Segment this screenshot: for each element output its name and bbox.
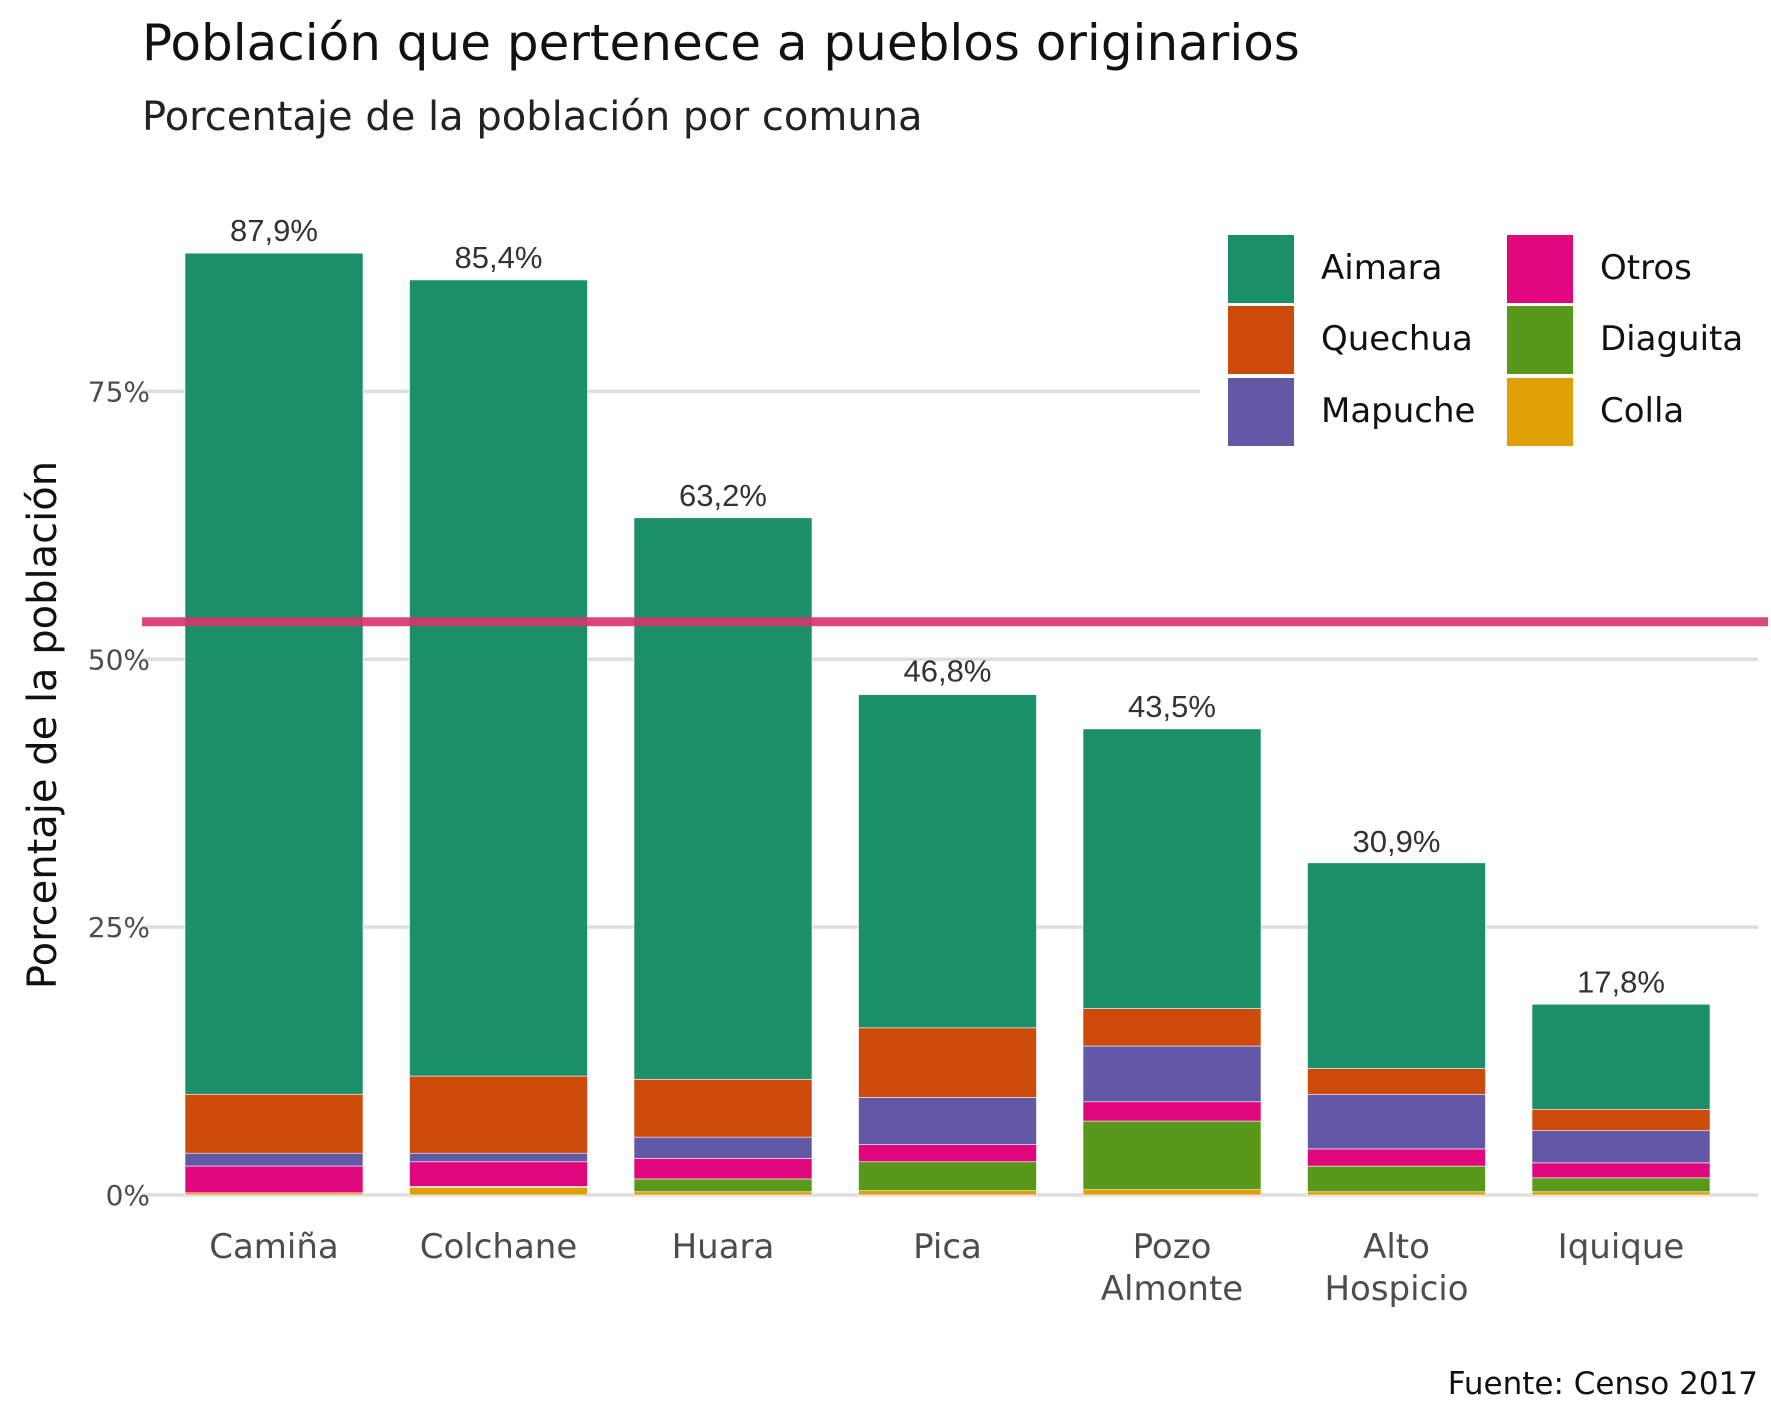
bar-segment-aimara	[1082, 728, 1262, 1009]
bar-segment-otros	[1082, 1101, 1262, 1122]
x-tick-label: Hospicio	[1324, 1269, 1468, 1309]
x-tick-label: Alto	[1363, 1227, 1430, 1267]
bar-segment-otros	[1531, 1162, 1711, 1179]
bar-segment-colla	[184, 1192, 364, 1196]
legend-key-colla	[1507, 378, 1573, 446]
x-tick-label: Iquique	[1558, 1227, 1685, 1267]
x-tick-label: Huara	[672, 1227, 775, 1267]
legend-key-otros	[1507, 235, 1573, 303]
legend-key-diaguita	[1507, 306, 1573, 374]
y-tick-label: 75%	[88, 375, 150, 408]
data-labels: 87,9% 85,4% 63,2% 46,8% 43,5% 30,9% 17,8%	[230, 213, 1665, 999]
bar-segment-mapuche	[858, 1097, 1037, 1145]
bar-segment-otros	[184, 1165, 364, 1194]
y-axis-ticks: 0% 25% 50% 75%	[88, 375, 150, 1212]
data-label: 46,8%	[904, 654, 992, 689]
legend-key-aimara	[1228, 235, 1294, 303]
bar-segment-quechua	[184, 1093, 364, 1154]
data-label: 85,4%	[455, 240, 543, 275]
bar-segment-otros	[1307, 1148, 1486, 1167]
y-tick-label: 25%	[88, 911, 150, 944]
bar-segment-diaguita	[1531, 1177, 1711, 1193]
bar-segment-colla	[1531, 1191, 1711, 1196]
chart-title: Población que pertenece a pueblos origin…	[142, 14, 1300, 72]
legend-label-colla: Colla	[1600, 391, 1684, 431]
bar-segment-mapuche	[1531, 1130, 1711, 1164]
bar-segment-aimara	[409, 279, 588, 1077]
bar-segment-colla	[1307, 1191, 1486, 1196]
legend-label-otros: Otros	[1600, 248, 1692, 288]
bar-segment-otros	[858, 1144, 1037, 1163]
bar-segment-diaguita	[633, 1178, 813, 1193]
x-tick-label: Pozo	[1133, 1227, 1212, 1267]
bar-segment-colla	[409, 1187, 588, 1196]
bar-segment-colla	[633, 1191, 813, 1196]
legend-label-diaguita: Diaguita	[1600, 319, 1743, 359]
bar-segment-mapuche	[1082, 1045, 1262, 1103]
bar-segment-quechua	[409, 1075, 588, 1154]
bar-segment-quechua	[1307, 1068, 1486, 1095]
bars	[184, 252, 1711, 1196]
x-tick-label: Almonte	[1101, 1269, 1243, 1309]
bar-segment-mapuche	[184, 1152, 364, 1167]
bar-segment-otros	[409, 1161, 588, 1187]
bar-segment-aimara	[858, 694, 1037, 1029]
bar-segment-quechua	[633, 1078, 813, 1138]
bar-segment-mapuche	[409, 1152, 588, 1163]
bar-segment-colla	[1082, 1189, 1262, 1196]
legend-label-mapuche: Mapuche	[1321, 391, 1475, 431]
caption: Fuente: Censo 2017	[1448, 1366, 1758, 1402]
data-label: 43,5%	[1128, 689, 1216, 724]
x-tick-label: Pica	[913, 1227, 982, 1267]
y-axis-label: Porcentaje de la población	[20, 461, 66, 989]
y-tick-label: 0%	[106, 1179, 150, 1212]
legend: Aimara Otros Quechua Diaguita Mapuche Colla	[1228, 235, 1743, 446]
bar-segment-otros	[633, 1158, 813, 1180]
bar-segment-diaguita	[1082, 1120, 1262, 1190]
legend-key-quechua	[1228, 306, 1294, 374]
data-label: 87,9%	[230, 213, 318, 248]
bar-segment-quechua	[1082, 1008, 1262, 1047]
bar-segment-quechua	[1531, 1108, 1711, 1132]
data-label: 63,2%	[679, 478, 767, 513]
bar-segment-mapuche	[1307, 1093, 1486, 1150]
legend-key-mapuche	[1228, 378, 1294, 446]
data-label: 17,8%	[1577, 964, 1665, 999]
y-tick-label: 50%	[88, 643, 150, 676]
data-label: 30,9%	[1353, 824, 1441, 859]
bar-segment-diaguita	[858, 1161, 1037, 1192]
bar-segment-quechua	[858, 1027, 1037, 1098]
x-tick-label: Camiña	[209, 1227, 339, 1267]
bar-segment-aimara	[1307, 862, 1486, 1069]
chart-subtitle: Porcentaje de la población por comuna	[142, 94, 923, 140]
legend-label-quechua: Quechua	[1321, 319, 1473, 359]
x-tick-label: Colchane	[420, 1227, 578, 1267]
bar-segment-aimara	[184, 252, 364, 1095]
bar-segment-aimara	[1531, 1003, 1711, 1110]
bar-segment-aimara	[633, 517, 813, 1080]
bar-segment-diaguita	[1307, 1165, 1486, 1193]
bar-segment-colla	[858, 1190, 1037, 1196]
bar-segment-mapuche	[633, 1136, 813, 1159]
legend-label-aimara: Aimara	[1321, 248, 1442, 288]
